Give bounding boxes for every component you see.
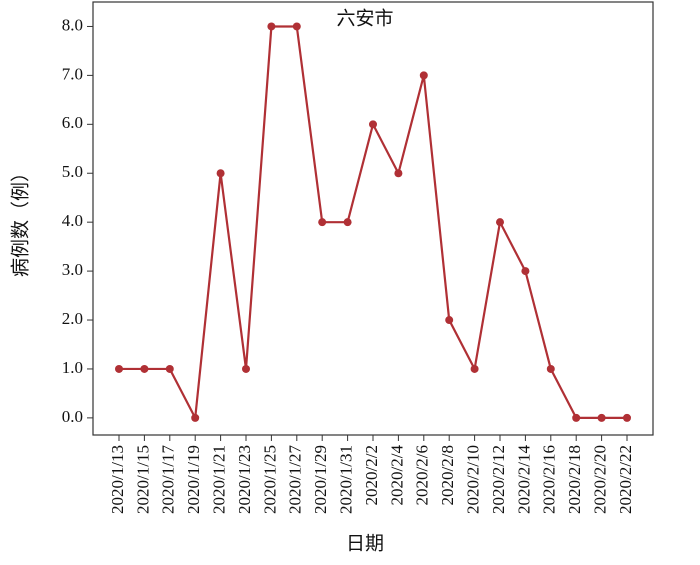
- data-point: [216, 169, 225, 178]
- data-point: [496, 218, 504, 227]
- x-tick-label: 2020/2/10: [464, 445, 483, 514]
- x-tick-label: 2020/1/29: [311, 445, 330, 514]
- x-tick-label: 2020/1/19: [184, 445, 203, 514]
- data-point: [623, 413, 631, 422]
- series-line: [119, 25, 627, 422]
- data-point: [394, 169, 403, 178]
- x-tick-label: 2020/2/12: [489, 445, 508, 514]
- x-tick-label: 2020/1/13: [108, 445, 127, 514]
- data-point: [572, 413, 581, 422]
- x-tick-label: 2020/1/27: [286, 445, 305, 514]
- y-tick-label: 2.0: [62, 309, 83, 328]
- x-tick-label: 2020/2/16: [540, 445, 559, 514]
- x-tick-label: 2020/1/21: [210, 445, 229, 514]
- y-tick-label: 4.0: [62, 211, 83, 230]
- data-point: [419, 71, 428, 80]
- data-point: [445, 316, 454, 325]
- data-point: [267, 22, 276, 31]
- x-tick-label: 2020/2/4: [387, 445, 406, 506]
- x-tick-label: 2020/2/6: [413, 445, 432, 505]
- x-tick-label: 2020/1/31: [337, 445, 356, 514]
- data-point: [191, 413, 200, 422]
- y-tick-label: 3.0: [62, 260, 83, 279]
- x-tick-label: 2020/2/20: [591, 445, 610, 514]
- y-tick-label: 8.0: [62, 15, 83, 34]
- y-tick-label: 1.0: [62, 358, 83, 377]
- data-point: [318, 218, 327, 227]
- x-tick-label: 2020/2/18: [565, 445, 584, 514]
- x-tick-label: 2020/1/17: [159, 445, 178, 514]
- y-axis-label: 病例数（例）: [9, 163, 31, 277]
- data-point: [115, 364, 123, 373]
- y-tick-label: 0.0: [62, 407, 83, 426]
- data-point: [242, 364, 250, 373]
- data-point: [597, 413, 606, 422]
- x-axis-label: 日期: [346, 532, 384, 554]
- data-point: [546, 364, 555, 373]
- x-tick-label: 2020/2/14: [514, 445, 533, 514]
- x-tick-label: 2020/2/22: [616, 445, 635, 514]
- y-tick-label: 7.0: [62, 64, 83, 83]
- chart-title: 六安市: [336, 7, 393, 29]
- data-point: [521, 267, 530, 276]
- data-point: [140, 364, 149, 373]
- x-tick-label: 2020/2/2: [362, 445, 381, 505]
- y-tick-label: 6.0: [62, 113, 83, 132]
- data-point: [292, 22, 301, 31]
- data-point: [165, 364, 174, 373]
- data-point: [470, 364, 479, 373]
- data-point: [369, 120, 377, 129]
- data-point: [343, 218, 352, 227]
- x-tick-label: 2020/1/23: [235, 445, 254, 514]
- x-tick-label: 2020/1/25: [260, 445, 279, 514]
- y-tick-label: 5.0: [62, 162, 83, 181]
- x-tick-label: 2020/1/15: [133, 445, 152, 514]
- plot-frame: [92, 1, 654, 436]
- x-tick-label: 2020/2/8: [438, 445, 457, 505]
